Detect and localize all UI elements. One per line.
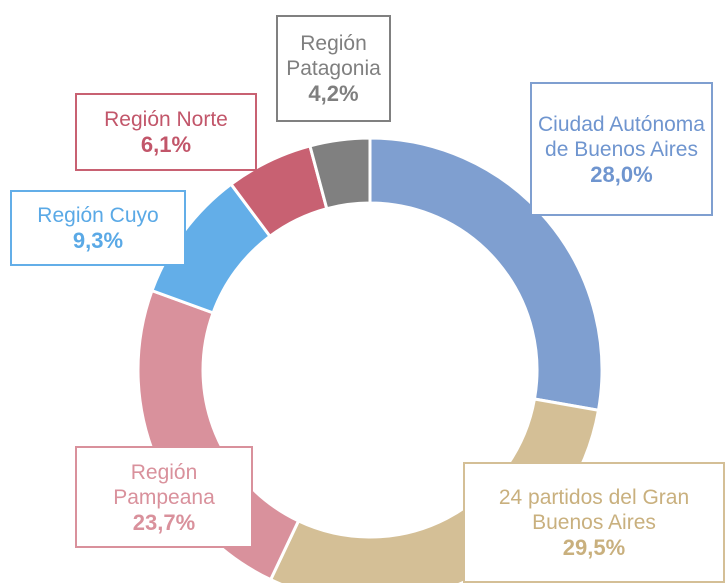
category-label: 24 partidos del Gran Buenos Aires — [498, 486, 690, 534]
data-label: Región Norte 6,1% — [75, 93, 257, 171]
value-label: 4,2% — [308, 81, 359, 106]
value-label: 23,7% — [132, 509, 196, 535]
data-label: Ciudad Autónoma de Buenos Aires 28,0% — [530, 82, 713, 216]
category-label: Región Cuyo — [37, 204, 159, 227]
value-label: 28,0% — [590, 161, 653, 187]
data-label: Región Cuyo 9,3% — [10, 190, 186, 266]
category-label: Ciudad Autónoma de Buenos Aires — [538, 112, 705, 161]
data-label: Región Pampeana 23,7% — [75, 446, 253, 548]
data-label: 24 partidos del Gran Buenos Aires 29,5% — [463, 462, 725, 583]
value-label: 29,5% — [562, 535, 626, 560]
category-label: Región Norte — [104, 108, 228, 131]
category-label: Región Pampeana — [113, 460, 215, 509]
donut-slice — [308, 136, 372, 211]
category-label: Región Patagonia — [286, 32, 381, 80]
value-label: 6,1% — [140, 132, 192, 157]
data-label: Región Patagonia 4,2% — [276, 15, 391, 122]
value-label: 9,3% — [72, 228, 124, 253]
